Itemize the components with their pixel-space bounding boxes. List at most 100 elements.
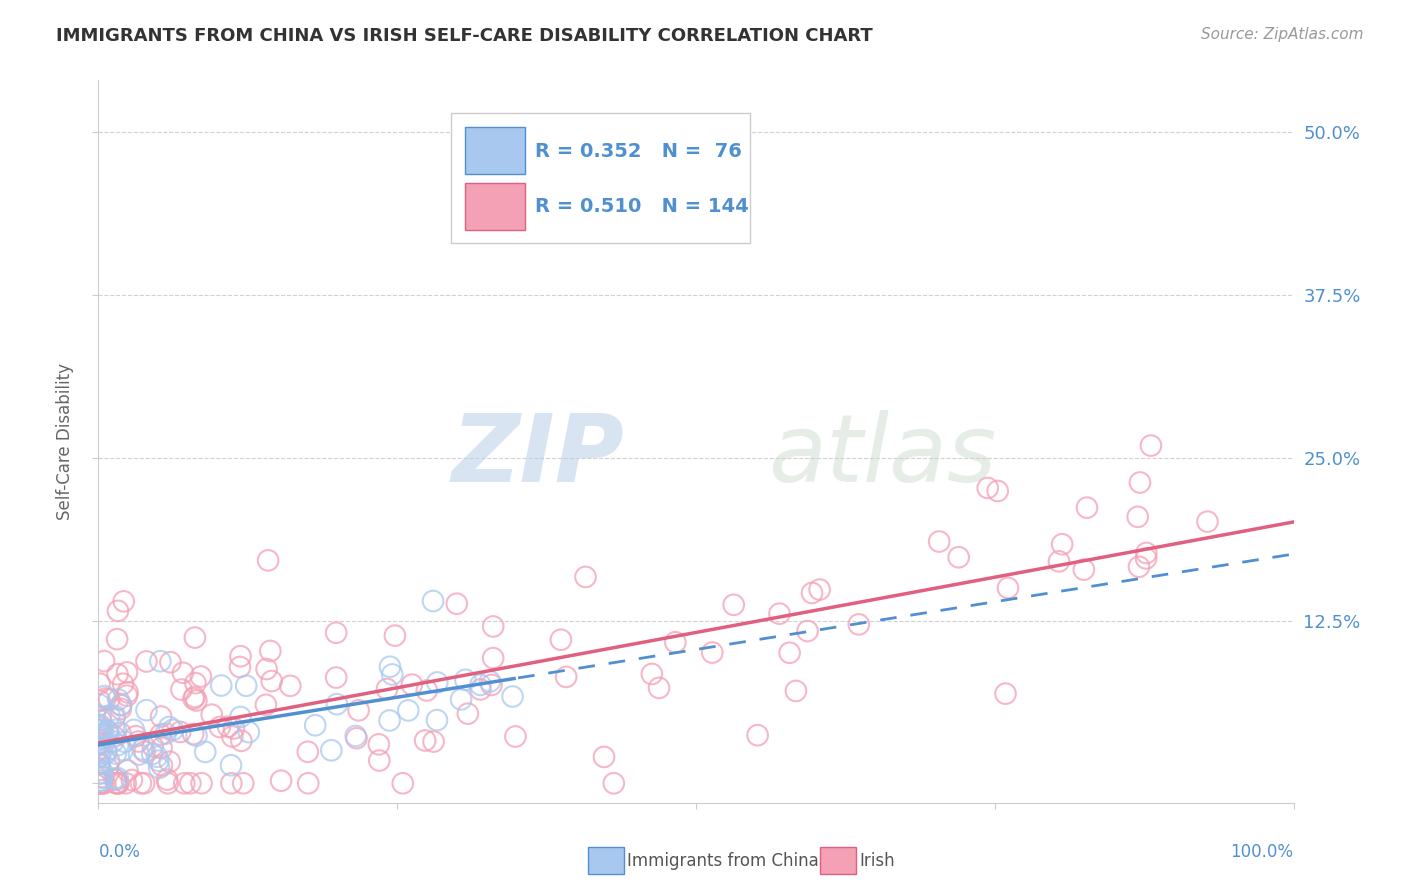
Point [181, 727, 204, 741]
Point [89, 738, 111, 752]
Point [219, 758, 242, 772]
Point [89, 732, 111, 747]
Point [89, 748, 111, 763]
Point [367, 737, 389, 751]
Point [779, 646, 801, 660]
Point [117, 764, 139, 778]
Point [93, 654, 115, 668]
Point [103, 730, 125, 744]
Point [132, 742, 155, 756]
Point [702, 646, 724, 660]
Point [129, 776, 152, 790]
Point [107, 692, 129, 706]
Point [229, 649, 252, 664]
Point [89, 676, 111, 690]
Point [134, 745, 156, 759]
Point [801, 586, 824, 600]
Point [89, 776, 111, 790]
Point [231, 734, 253, 748]
Point [89, 741, 111, 756]
Point [89, 776, 111, 790]
Point [107, 771, 129, 785]
Point [91, 723, 114, 738]
Point [128, 747, 150, 762]
Point [90, 773, 112, 788]
Point [96, 744, 118, 758]
Point [344, 729, 367, 743]
Point [156, 772, 179, 787]
Point [90, 713, 112, 727]
Point [190, 776, 212, 790]
Point [482, 651, 505, 665]
Point [1050, 537, 1073, 551]
Point [796, 624, 818, 638]
Point [114, 776, 136, 790]
Point [94, 691, 117, 706]
Point [105, 772, 128, 787]
Point [89, 694, 111, 708]
Point [426, 713, 449, 727]
Point [505, 730, 527, 744]
Point [114, 735, 136, 749]
Point [104, 747, 127, 761]
Point [502, 690, 524, 704]
FancyBboxPatch shape [465, 128, 524, 174]
Point [103, 711, 125, 725]
Point [110, 698, 132, 712]
Point [378, 714, 401, 728]
Point [325, 671, 347, 685]
Point [928, 534, 950, 549]
Point [987, 483, 1010, 498]
Point [994, 687, 1017, 701]
Point [91, 731, 114, 746]
Point [416, 683, 439, 698]
Point [208, 720, 231, 734]
Point [122, 723, 145, 737]
Point [90, 710, 112, 724]
Point [93, 728, 115, 742]
Point [104, 708, 127, 723]
Point [593, 750, 616, 764]
Point [149, 728, 172, 742]
Point [91, 743, 114, 757]
Point [368, 754, 391, 768]
Point [159, 655, 181, 669]
Point [162, 723, 184, 737]
Point [89, 766, 111, 780]
Point [396, 703, 419, 717]
Point [96, 723, 118, 738]
Point [186, 693, 208, 707]
Point [141, 747, 163, 761]
Point [128, 734, 150, 748]
Point [115, 689, 138, 703]
Point [89, 756, 111, 771]
Point [121, 772, 143, 787]
Point [479, 674, 502, 689]
Point [96, 723, 118, 738]
Text: 100.0%: 100.0% [1230, 843, 1294, 861]
Point [103, 734, 125, 748]
Point [768, 607, 790, 621]
Point [97, 727, 120, 741]
Point [221, 776, 243, 790]
Point [603, 776, 626, 790]
Point [107, 604, 129, 618]
Point [482, 619, 505, 633]
Point [948, 550, 970, 565]
Point [977, 481, 1000, 495]
FancyBboxPatch shape [465, 183, 524, 230]
Point [346, 731, 368, 746]
Point [446, 597, 468, 611]
Point [808, 582, 831, 597]
Point [325, 625, 347, 640]
Point [97, 724, 120, 739]
Point [257, 553, 280, 567]
Point [229, 710, 252, 724]
Point [297, 745, 319, 759]
Point [149, 654, 172, 668]
Point [1135, 551, 1157, 566]
Point [105, 776, 128, 790]
Point [194, 745, 217, 759]
FancyBboxPatch shape [451, 112, 749, 243]
Point [375, 681, 398, 696]
